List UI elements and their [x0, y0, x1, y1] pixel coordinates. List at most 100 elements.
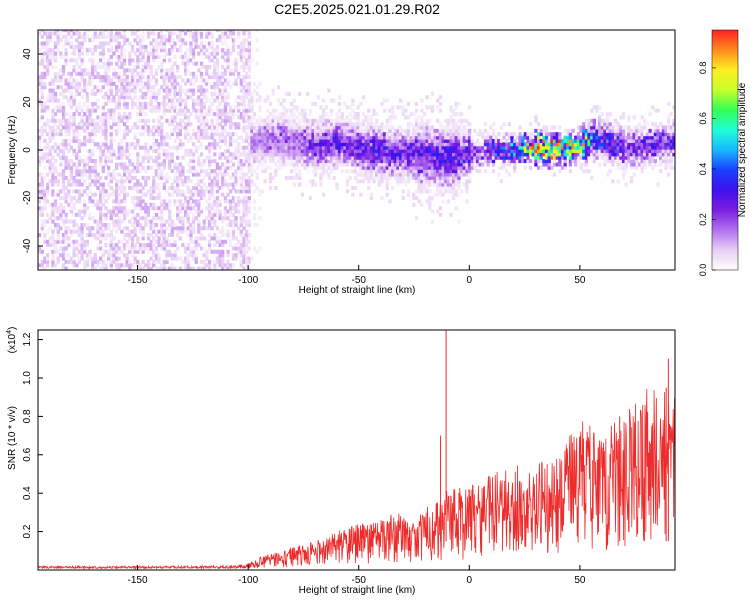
spectrogram-cell	[255, 142, 259, 147]
spectrogram-cell	[229, 68, 233, 73]
spectrogram-cell	[245, 239, 249, 244]
spectrogram-cell	[96, 243, 100, 248]
spectrogram-cell	[93, 125, 97, 130]
spectrogram-cell	[191, 212, 196, 217]
spectrogram-cell	[306, 91, 310, 96]
spectrogram-cell	[199, 206, 204, 211]
spectrogram-cell	[91, 165, 95, 170]
spectrogram-cell	[56, 189, 60, 194]
spectrogram-cell	[271, 139, 275, 143]
spectrogram-cell	[279, 115, 283, 120]
spectrogram-cell	[181, 155, 185, 160]
spectrogram-cell	[205, 122, 209, 127]
spectrogram-cell	[59, 55, 63, 59]
spectrogram-cell	[152, 51, 156, 56]
spectrogram-cell	[202, 78, 206, 83]
spectrogram-cell	[48, 98, 52, 103]
spectrogram-cell	[160, 229, 164, 234]
spectrogram-cell	[40, 128, 44, 133]
spectrogram-cell	[298, 145, 302, 150]
spectrogram-cell	[56, 233, 60, 237]
spectrogram-cell	[359, 102, 363, 106]
spectrogram-cell	[268, 155, 273, 160]
spectrogram-cell	[43, 125, 47, 130]
spectrogram-cell	[170, 132, 174, 137]
spectrogram-cell	[202, 48, 206, 53]
spectrogram-cell	[133, 132, 137, 137]
spectrogram-cell	[120, 75, 124, 80]
spectrogram-cell	[154, 233, 159, 237]
spectrogram-cell	[221, 34, 225, 39]
spectrogram-cell	[452, 108, 456, 113]
spectrogram-cell	[340, 149, 344, 153]
spectrogram-cell	[385, 186, 389, 190]
spectrogram-cell	[85, 71, 90, 76]
spectrogram-cell	[67, 139, 71, 143]
spectrogram-cell	[271, 125, 275, 130]
spectrogram-cell	[505, 142, 509, 147]
spectrogram-cell	[144, 145, 148, 150]
spectrogram-cell	[420, 118, 424, 123]
spectrogram-cell	[287, 132, 291, 137]
spectrogram-cell	[83, 38, 87, 43]
spectrogram-cell	[298, 182, 302, 187]
spectrogram-cell	[210, 142, 214, 147]
spectrogram-cell	[120, 145, 124, 150]
spectrogram-cell	[462, 162, 466, 167]
spectrogram-cell	[369, 149, 374, 153]
spectrogram-cell	[162, 243, 166, 248]
spectrogram-cell	[335, 128, 339, 133]
spectrogram-cell	[218, 135, 222, 140]
spectrogram-cell	[154, 44, 159, 49]
spectrogram-cell	[149, 246, 153, 251]
spectrogram-cell	[226, 58, 230, 63]
spectrogram-cell	[303, 112, 307, 117]
spectrogram-cell	[173, 61, 177, 66]
spectrogram-cell	[64, 196, 68, 201]
spectrogram-cell	[152, 159, 156, 164]
spectrogram-cell	[340, 112, 344, 117]
spectrogram-cell	[75, 139, 79, 143]
spectrogram-cell	[107, 253, 111, 258]
spectrogram-cell	[245, 152, 249, 157]
spectrogram-cell	[72, 31, 76, 36]
spectrogram-cell	[391, 169, 395, 174]
spectrogram-cell	[77, 48, 82, 53]
spectrogram-cell	[109, 125, 113, 130]
spectrogram-cell	[56, 118, 60, 123]
spectrogram-cell	[67, 125, 71, 130]
spectrogram-cell	[43, 256, 47, 261]
spectrogram-cell	[242, 199, 246, 204]
spectrogram-cell	[181, 38, 185, 43]
spectrogram-cell	[207, 81, 212, 86]
spectrogram-cell	[146, 266, 151, 270]
spectrogram-cell	[428, 125, 432, 130]
spectrogram-cell	[138, 199, 143, 204]
spectrogram-cell	[168, 175, 172, 180]
spectrogram-cell	[255, 48, 259, 53]
spectrogram-cell	[242, 226, 246, 231]
spectrogram-cell	[380, 128, 384, 133]
spectrogram-cell	[141, 145, 145, 150]
spectrogram-cell	[67, 182, 71, 187]
spectrogram-cell	[428, 149, 432, 153]
spectrogram-cell	[112, 75, 116, 80]
spectrogram-cell	[242, 139, 246, 143]
spectrogram-cell	[441, 155, 445, 160]
spectrogram-cell	[199, 91, 204, 96]
spectrogram-cell	[409, 175, 413, 180]
spectrogram-cell	[165, 243, 169, 248]
spectrogram-cell	[369, 115, 374, 120]
spectrogram-cell	[250, 118, 254, 123]
spectrogram-cell	[284, 112, 289, 117]
spectrogram-cell	[343, 139, 347, 143]
spectrogram-cell	[189, 91, 193, 96]
spectrogram-cell	[112, 199, 116, 204]
spectrogram-cell	[215, 30, 220, 33]
spectrogram-cell	[120, 162, 124, 167]
spectrogram-cell	[396, 179, 400, 184]
spectrogram-cell	[61, 266, 66, 270]
spectrogram-cell	[497, 155, 501, 160]
spectrogram-cell	[247, 75, 251, 80]
spectrogram-cell	[316, 135, 320, 140]
